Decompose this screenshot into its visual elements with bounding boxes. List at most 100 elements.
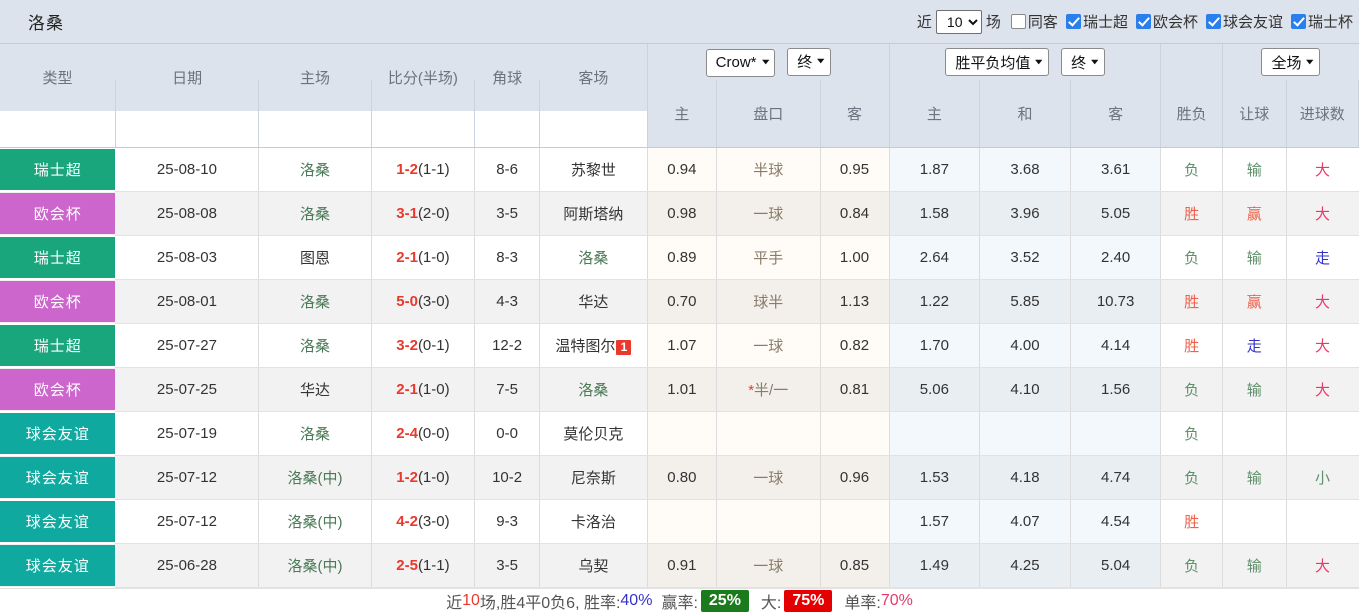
col-header-eu-away[interactable]: 客	[1070, 80, 1162, 148]
col-header-asia-away[interactable]: 客	[820, 80, 890, 148]
cell-away-team[interactable]: 洛桑	[539, 367, 648, 412]
col-header-date[interactable]: 日期	[115, 44, 260, 112]
table-row[interactable]: 球会友谊 25-07-12 洛桑(中) 4-2(3-0) 9-3 卡洛治 1.57 4.07 4…	[0, 499, 1359, 544]
eu-away-odds-text: 5.04	[1101, 557, 1131, 574]
col-header-asia-line[interactable]: 盘口	[716, 80, 821, 148]
table-row[interactable]: 球会友谊 25-07-19 洛桑 2-4(0-0) 0-0 莫伦贝克 负	[0, 411, 1359, 456]
eu-period-select[interactable]: 终 ▾	[1061, 48, 1105, 76]
cell-home-team[interactable]: 洛桑(中)	[258, 499, 372, 544]
cell-away-team[interactable]: 温特图尔 1	[539, 323, 648, 368]
summary-big-label: 大:	[760, 595, 782, 612]
cell-home-team[interactable]: 洛桑	[258, 323, 372, 368]
cell-score[interactable]: 3-1(2-0)	[371, 191, 476, 236]
cell-home-team[interactable]: 洛桑	[258, 411, 372, 456]
cell-eu-home-odds: 1.53	[889, 455, 981, 500]
table-row[interactable]: 欧会杯 25-08-01 洛桑 5-0(3-0) 4-3 华达 0.70 球半 1.13 1.22…	[0, 279, 1359, 324]
cell-score[interactable]: 4-2(3-0)	[371, 499, 476, 544]
col-header-home[interactable]: 主场	[258, 44, 372, 112]
scope-select[interactable]: 全场 ▾	[1261, 48, 1320, 76]
corner-text: 8-6	[496, 161, 518, 178]
table-row[interactable]: 瑞士超 25-08-03 图恩 2-1(1-0) 8-3 洛桑 0.89 平手 1.00 2.64…	[0, 235, 1359, 280]
league-checkbox-swiss-cup[interactable]	[1290, 14, 1306, 29]
league-filter-0[interactable]: 瑞士超	[1060, 11, 1130, 32]
col-header-away[interactable]: 客场	[539, 44, 648, 112]
cell-home-team[interactable]: 华达	[258, 367, 372, 412]
eu-period-select-label: 终	[1071, 54, 1087, 72]
cell-away-team[interactable]: 阿斯塔纳	[539, 191, 648, 236]
cell-away-team[interactable]: 莫伦贝克	[539, 411, 648, 456]
cell-score[interactable]: 5-0(3-0)	[371, 279, 476, 324]
cell-result: 负	[1160, 367, 1223, 412]
cell-score[interactable]: 2-1(1-0)	[371, 367, 476, 412]
cell-league-type[interactable]: 球会友谊	[0, 455, 116, 500]
league-label-swiss-cup: 瑞士杯	[1307, 14, 1353, 31]
cell-league-type[interactable]: 瑞士超	[0, 147, 116, 192]
table-row[interactable]: 欧会杯 25-07-25 华达 2-1(1-0) 7-5 洛桑 1.01 *半/一 0.81 5.…	[0, 367, 1359, 412]
cell-handicap-result	[1222, 499, 1287, 544]
cell-eu-away-odds: 10.73	[1070, 279, 1162, 324]
col-header-handicap-result[interactable]: 让球	[1222, 80, 1287, 148]
cell-eu-away-odds	[1070, 411, 1162, 456]
col-header-eu-home[interactable]: 主	[889, 80, 981, 148]
summary-big-value: 75%	[784, 590, 833, 612]
cell-home-team[interactable]: 洛桑	[258, 279, 372, 324]
col-header-corner[interactable]: 角球	[474, 44, 540, 112]
league-checkbox-swiss-super[interactable]	[1065, 14, 1081, 29]
match-count-select[interactable]: 6102030	[935, 9, 982, 34]
goals-result-text: 大	[1315, 558, 1331, 575]
col-header-type[interactable]: 类型	[0, 44, 116, 112]
cell-league-type[interactable]: 球会友谊	[0, 499, 116, 544]
col-header-goals-result[interactable]: 进球数	[1286, 80, 1359, 148]
cell-league-type[interactable]: 欧会杯	[0, 191, 116, 236]
cell-away-team[interactable]: 尼奈斯	[539, 455, 648, 500]
cell-goals-result: 走	[1286, 235, 1359, 280]
cell-score[interactable]: 2-4(0-0)	[371, 411, 476, 456]
cell-home-team[interactable]: 洛桑(中)	[258, 543, 372, 588]
league-checkbox-conference[interactable]	[1135, 14, 1151, 29]
cell-away-team[interactable]: 洛桑	[539, 235, 648, 280]
cell-home-team[interactable]: 洛桑	[258, 147, 372, 192]
table-row[interactable]: 欧会杯 25-08-08 洛桑 3-1(2-0) 3-5 阿斯塔纳 0.98 一球 0.84 1.…	[0, 191, 1359, 236]
col-header-asia-home[interactable]: 主	[647, 80, 717, 148]
cell-score[interactable]: 1-2(1-1)	[371, 147, 476, 192]
same-away-checkbox[interactable]	[1010, 14, 1026, 29]
eu-type-select[interactable]: 胜平负均值 ▾	[945, 48, 1049, 76]
cell-score[interactable]: 3-2(0-1)	[371, 323, 476, 368]
league-checkbox-friendly[interactable]	[1205, 14, 1221, 29]
table-row[interactable]: 瑞士超 25-08-10 洛桑 1-2(1-1) 8-6 苏黎世 0.94 半球 0.95 1.8…	[0, 147, 1359, 192]
eu-home-odds-text: 1.70	[919, 337, 949, 354]
cell-score[interactable]: 2-5(1-1)	[371, 543, 476, 588]
cell-corner: 10-2	[474, 455, 540, 500]
cell-home-team[interactable]: 图恩	[258, 235, 372, 280]
cell-league-type[interactable]: 欧会杯	[0, 367, 116, 412]
home-team-name: 洛桑(中)	[287, 514, 343, 531]
cell-league-type[interactable]: 球会友谊	[0, 543, 116, 588]
col-header-eu-draw[interactable]: 和	[979, 80, 1071, 148]
cell-away-team[interactable]: 苏黎世	[539, 147, 648, 192]
table-row[interactable]: 球会友谊 25-06-28 洛桑(中) 2-5(1-1) 3-5 乌契 0.91 一球 0.85…	[0, 543, 1359, 588]
cell-league-type[interactable]: 瑞士超	[0, 323, 116, 368]
cell-league-type[interactable]: 球会友谊	[0, 411, 116, 456]
asia-period-select[interactable]: 终 ▾	[787, 47, 831, 76]
cell-home-team[interactable]: 洛桑	[258, 191, 372, 236]
cell-score[interactable]: 1-2(1-0)	[371, 455, 476, 500]
same-away-checkbox-group[interactable]: 同客	[1005, 11, 1060, 32]
league-filter-1[interactable]: 欧会杯	[1130, 11, 1200, 32]
date-text: 25-07-12	[156, 513, 217, 530]
bookmaker-select[interactable]: Crow* ▾	[705, 48, 776, 77]
summary-win-rate: 40%	[620, 592, 653, 609]
table-row[interactable]: 球会友谊 25-07-12 洛桑(中) 1-2(1-0) 10-2 尼奈斯 0.80 一球 0.…	[0, 455, 1359, 500]
league-filter-2[interactable]: 球会友谊	[1200, 11, 1285, 32]
league-filter-3[interactable]: 瑞士杯	[1285, 11, 1355, 32]
col-header-result[interactable]: 胜负	[1160, 80, 1223, 148]
cell-away-team[interactable]: 华达	[539, 279, 648, 324]
home-team-name: 华达	[300, 382, 331, 399]
cell-league-type[interactable]: 瑞士超	[0, 235, 116, 280]
cell-away-team[interactable]: 乌契	[539, 543, 648, 588]
table-row[interactable]: 瑞士超 25-07-27 洛桑 3-2(0-1) 12-2 温特图尔 1 1.07 一球 0.82…	[0, 323, 1359, 368]
cell-home-team[interactable]: 洛桑(中)	[258, 455, 372, 500]
col-header-score[interactable]: 比分(半场)	[371, 44, 476, 112]
cell-score[interactable]: 2-1(1-0)	[371, 235, 476, 280]
cell-league-type[interactable]: 欧会杯	[0, 279, 116, 324]
cell-away-team[interactable]: 卡洛治	[539, 499, 648, 544]
